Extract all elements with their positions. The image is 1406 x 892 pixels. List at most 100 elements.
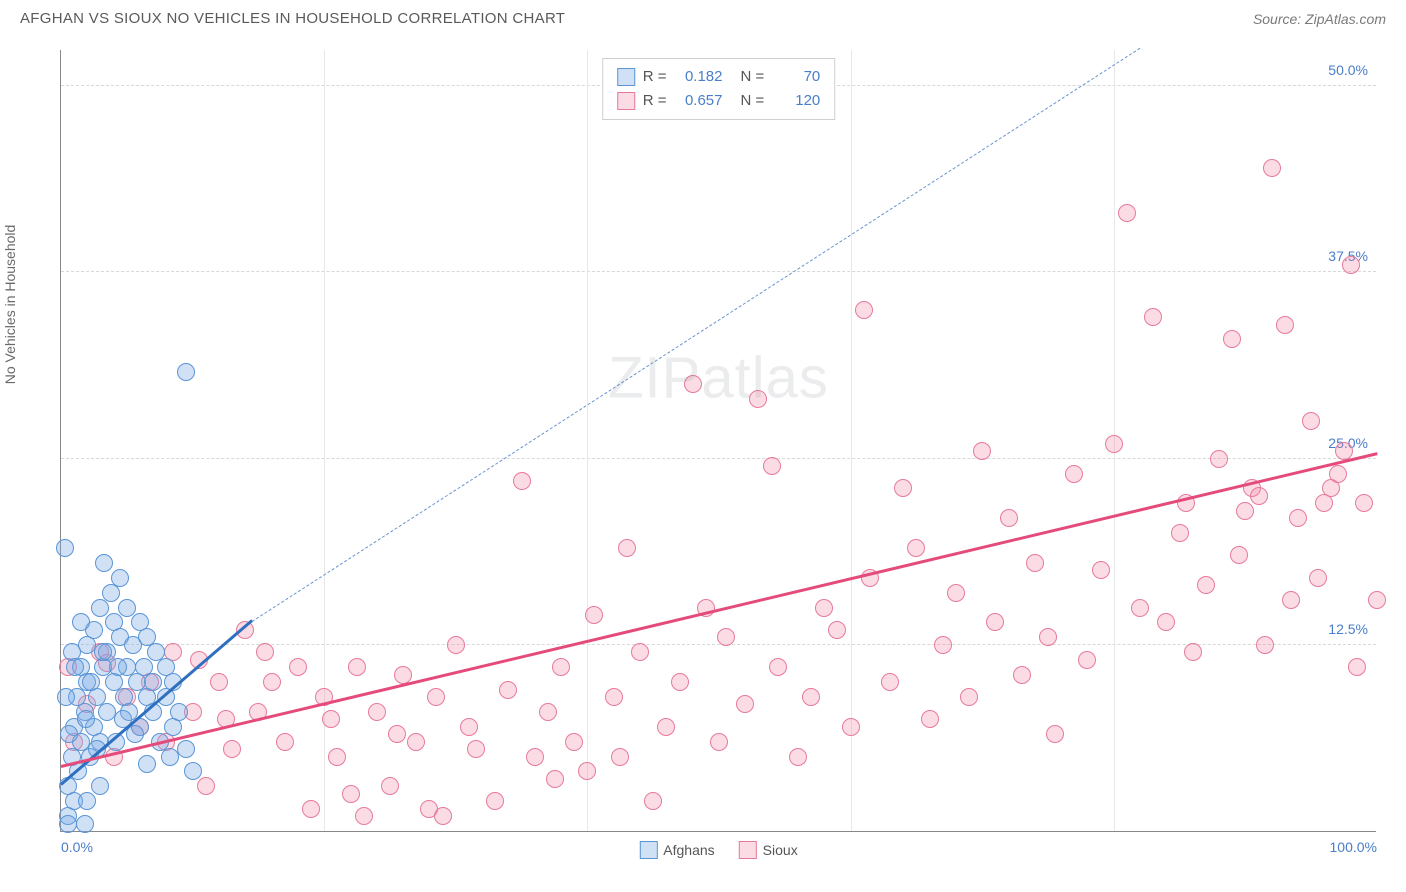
legend-r-value: 0.657: [675, 89, 723, 113]
data-point: [1131, 599, 1149, 617]
legend-r-label: R =: [643, 65, 667, 89]
data-point: [717, 628, 735, 646]
trend-line: [61, 453, 1378, 769]
data-point: [427, 688, 445, 706]
data-point: [546, 770, 564, 788]
series-legend: Afghans Sioux: [639, 841, 797, 859]
data-point: [276, 733, 294, 751]
data-point: [460, 718, 478, 736]
data-point: [91, 599, 109, 617]
data-point: [355, 807, 373, 825]
gridline-vertical: [851, 50, 852, 831]
data-point: [710, 733, 728, 751]
legend-n-value: 70: [772, 65, 820, 89]
data-point: [789, 748, 807, 766]
data-point: [1230, 546, 1248, 564]
data-point: [407, 733, 425, 751]
trend-line: [252, 48, 1141, 622]
data-point: [91, 777, 109, 795]
data-point: [539, 703, 557, 721]
data-point: [161, 748, 179, 766]
legend-label: Sioux: [763, 842, 798, 858]
data-point: [973, 442, 991, 460]
data-point: [342, 785, 360, 803]
data-point: [894, 479, 912, 497]
data-point: [94, 643, 112, 661]
data-point: [1065, 465, 1083, 483]
data-point: [921, 710, 939, 728]
legend-item: Afghans: [639, 841, 714, 859]
data-point: [223, 740, 241, 758]
data-point: [763, 457, 781, 475]
data-point: [1078, 651, 1096, 669]
gridline-vertical: [587, 50, 588, 831]
x-tick-label: 0.0%: [61, 839, 93, 855]
data-point: [749, 390, 767, 408]
data-point: [467, 740, 485, 758]
legend-swatch: [739, 841, 757, 859]
data-point: [934, 636, 952, 654]
data-point: [1368, 591, 1386, 609]
data-point: [1348, 658, 1366, 676]
data-point: [986, 613, 1004, 631]
data-point: [1276, 316, 1294, 334]
data-point: [947, 584, 965, 602]
data-point: [111, 569, 129, 587]
data-point: [368, 703, 386, 721]
data-point: [1263, 159, 1281, 177]
data-point: [144, 673, 162, 691]
data-point: [76, 815, 94, 833]
data-point: [513, 472, 531, 490]
data-point: [322, 710, 340, 728]
data-point: [552, 658, 570, 676]
gridline-horizontal: [61, 271, 1376, 272]
chart-title: AFGHAN VS SIOUX NO VEHICLES IN HOUSEHOLD…: [20, 10, 565, 27]
y-tick-label: 12.5%: [1328, 621, 1368, 637]
data-point: [855, 301, 873, 319]
legend-n-label: N =: [741, 65, 765, 89]
data-point: [77, 710, 95, 728]
data-point: [1105, 435, 1123, 453]
data-point: [1256, 636, 1274, 654]
watermark: ZIPatlas: [608, 345, 829, 412]
stats-legend: R =0.182N =70R =0.657N =120: [602, 58, 836, 120]
data-point: [263, 673, 281, 691]
gridline-horizontal: [61, 458, 1376, 459]
data-point: [671, 673, 689, 691]
y-tick-label: 50.0%: [1328, 62, 1368, 78]
data-point: [177, 363, 195, 381]
data-point: [499, 681, 517, 699]
data-point: [289, 658, 307, 676]
legend-n-label: N =: [741, 89, 765, 113]
data-point: [109, 658, 127, 676]
data-point: [170, 703, 188, 721]
legend-swatch: [639, 841, 657, 859]
chart-container: No Vehicles in Household ZIPatlas R =0.1…: [20, 40, 1386, 872]
data-point: [1046, 725, 1064, 743]
data-point: [184, 762, 202, 780]
data-point: [907, 539, 925, 557]
data-point: [210, 673, 228, 691]
data-point: [1282, 591, 1300, 609]
data-point: [486, 792, 504, 810]
legend-row: R =0.657N =120: [617, 89, 821, 113]
data-point: [1184, 643, 1202, 661]
data-point: [1118, 204, 1136, 222]
legend-swatch: [617, 92, 635, 110]
data-point: [56, 539, 74, 557]
data-point: [631, 643, 649, 661]
data-point: [1355, 494, 1373, 512]
data-point: [72, 613, 90, 631]
data-point: [1000, 509, 1018, 527]
data-point: [802, 688, 820, 706]
data-point: [736, 695, 754, 713]
data-point: [644, 792, 662, 810]
data-point: [118, 599, 136, 617]
data-point: [78, 792, 96, 810]
data-point: [1144, 308, 1162, 326]
data-point: [434, 807, 452, 825]
data-point: [1309, 569, 1327, 587]
x-tick-label: 100.0%: [1330, 839, 1377, 855]
data-point: [177, 740, 195, 758]
data-point: [684, 375, 702, 393]
